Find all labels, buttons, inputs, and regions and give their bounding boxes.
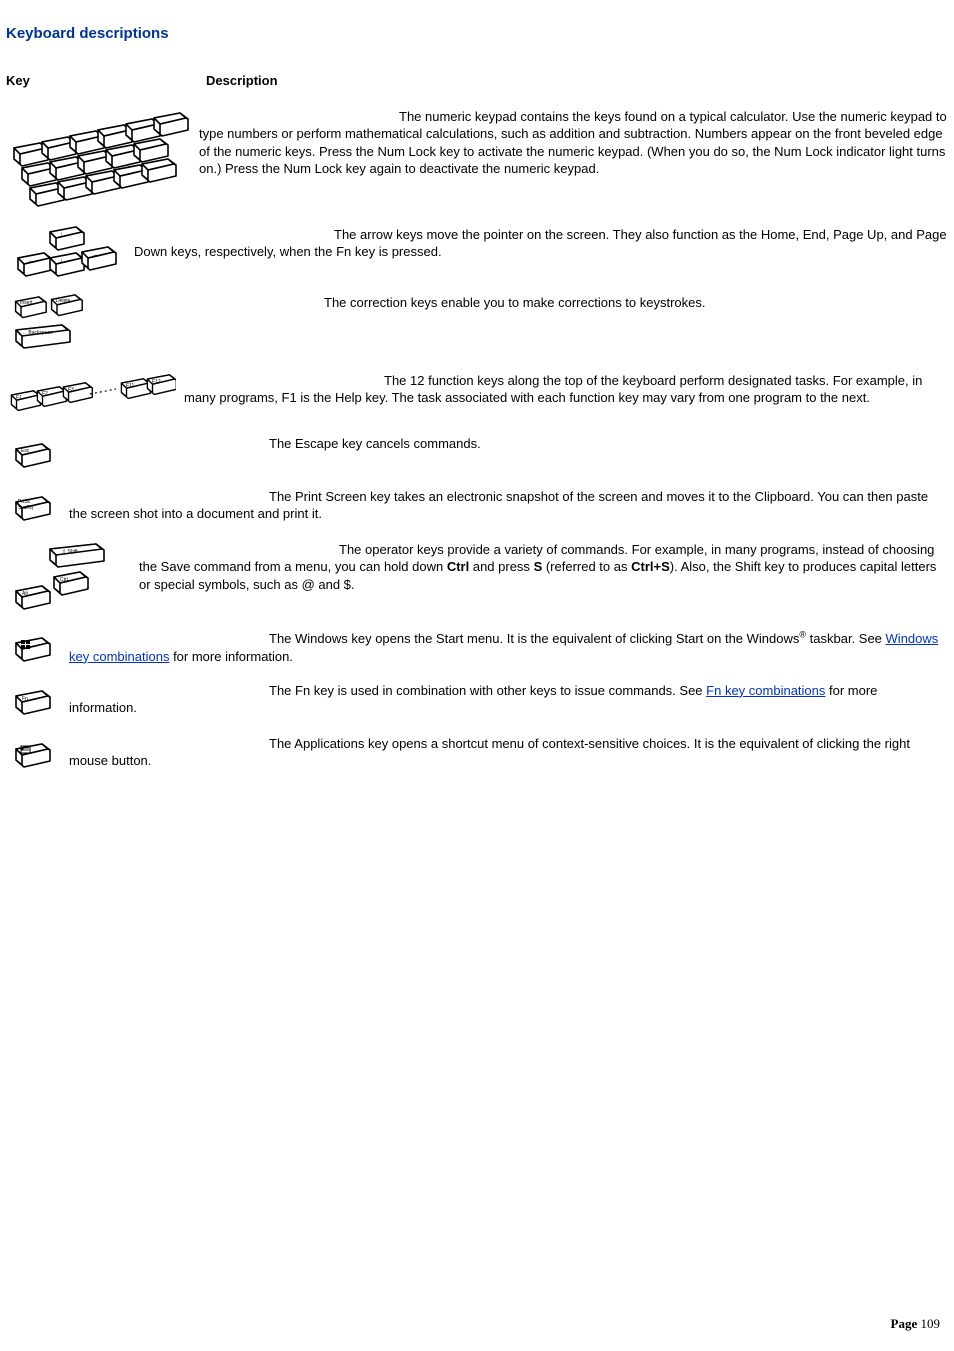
function-keys-icon: F1 F2 F3 F11 F12 xyxy=(6,372,176,427)
svg-text:← Backspace: ← Backspace xyxy=(22,330,53,336)
svg-text:←: ← xyxy=(28,258,34,264)
svg-text:Esc: Esc xyxy=(21,448,30,454)
entry-correction-keys: Insert Delete ← Backspace The correction… xyxy=(6,294,948,368)
svg-text:SysRq: SysRq xyxy=(18,505,33,511)
svg-text:⇧ Shift: ⇧ Shift xyxy=(62,549,78,555)
entry-operator-keys: ⇧ Shift Ctrl Alt The operator keys provi… xyxy=(6,541,948,625)
applications-key-icon xyxy=(6,735,61,780)
entry-printscreen-key: PrtSc SysRq The Print Screen key takes a… xyxy=(6,488,948,537)
desc-win-1: The Windows key opens the Start menu. It… xyxy=(269,631,799,646)
escape-key-icon: Esc xyxy=(6,435,61,480)
svg-text:Insert: Insert xyxy=(20,300,33,306)
arrow-keys-icon: ↑ ← ↓ → xyxy=(6,226,126,286)
printscreen-key-icon: PrtSc SysRq xyxy=(6,488,61,533)
desc-win-3: for more information. xyxy=(169,649,293,664)
desc-numeric-keypad-1: The numeric keypad contains the keys fou… xyxy=(399,109,947,124)
desc-app-1: The Applications key opens a shortcut me… xyxy=(269,736,817,751)
svg-text:Delete: Delete xyxy=(56,298,71,304)
entry-function-keys: F1 F2 F3 F11 F12 The 12 function keys al… xyxy=(6,372,948,431)
entry-fn-key: Fn The Fn key is used in combination wit… xyxy=(6,682,948,731)
svg-text:F12: F12 xyxy=(152,379,161,385)
desc-escape: The Escape key cancels commands. xyxy=(269,436,481,451)
desc-prtsc-1: The Print Screen key takes an electronic… xyxy=(269,489,817,504)
svg-text:Ctrl: Ctrl xyxy=(60,577,68,583)
fn-key-icon: Fn xyxy=(6,682,61,727)
desc-correction: The correction keys enable you to make c… xyxy=(324,295,706,310)
svg-text:F11: F11 xyxy=(126,383,134,389)
svg-text:→: → xyxy=(92,252,98,258)
page-number: Page 109 xyxy=(891,1315,940,1333)
svg-text:F2: F2 xyxy=(42,391,48,397)
desc-fn-1: The Fn key is used in combination with o… xyxy=(269,683,706,698)
desc-op-3: and press xyxy=(469,559,533,574)
entry-arrow-keys: ↑ ← ↓ → The arrow keys move the pointer … xyxy=(6,226,948,290)
entry-numeric-keypad: The numeric keypad contains the keys fou… xyxy=(6,108,948,222)
correction-keys-icon: Insert Delete ← Backspace xyxy=(6,294,116,364)
desc-op-5: ). Also, the Shift key xyxy=(670,559,789,574)
svg-text:Fn: Fn xyxy=(22,696,28,702)
desc-win-2: taskbar. See xyxy=(810,631,886,646)
svg-text:↓: ↓ xyxy=(60,258,63,264)
svg-text:F1: F1 xyxy=(16,395,22,401)
svg-text:↑: ↑ xyxy=(60,232,63,238)
entry-escape-key: Esc The Escape key cancels commands. xyxy=(6,435,948,484)
section-title: Keyboard descriptions xyxy=(6,24,948,44)
desc-numeric-keypad-2: type numbers or perform mathematical cal… xyxy=(199,126,945,176)
desc-op-ctrls: Ctrl+S xyxy=(631,559,670,574)
column-header-description: Description xyxy=(206,72,278,90)
desc-arrow-1: The arrow keys move the pointer on the s… xyxy=(334,227,891,242)
desc-function-2: many programs, F1 is the Help key. The t… xyxy=(184,390,870,405)
page-number-label: Page xyxy=(891,1316,918,1331)
entry-windows-key: The Windows key opens the Start menu. It… xyxy=(6,629,948,678)
column-header-key: Key xyxy=(6,72,206,90)
svg-text:F3: F3 xyxy=(68,387,74,393)
desc-function-1: The 12 function keys along the top of th… xyxy=(384,373,922,388)
column-headers: Key Description xyxy=(6,72,948,90)
desc-op-1: The operator keys provide a variety of c… xyxy=(339,542,882,557)
operator-keys-icon: ⇧ Shift Ctrl Alt xyxy=(6,541,131,621)
entry-applications-key: The Applications key opens a shortcut me… xyxy=(6,735,948,784)
svg-text:Alt: Alt xyxy=(22,591,28,597)
page-number-value: 109 xyxy=(921,1316,941,1331)
link-fn-combinations[interactable]: Fn key combinations xyxy=(706,683,825,698)
numeric-keypad-icon xyxy=(6,108,191,218)
desc-op-4: (referred to as xyxy=(542,559,631,574)
desc-op-ctrl: Ctrl xyxy=(447,559,469,574)
desc-op-s: S xyxy=(534,559,543,574)
windows-key-icon xyxy=(6,629,61,674)
